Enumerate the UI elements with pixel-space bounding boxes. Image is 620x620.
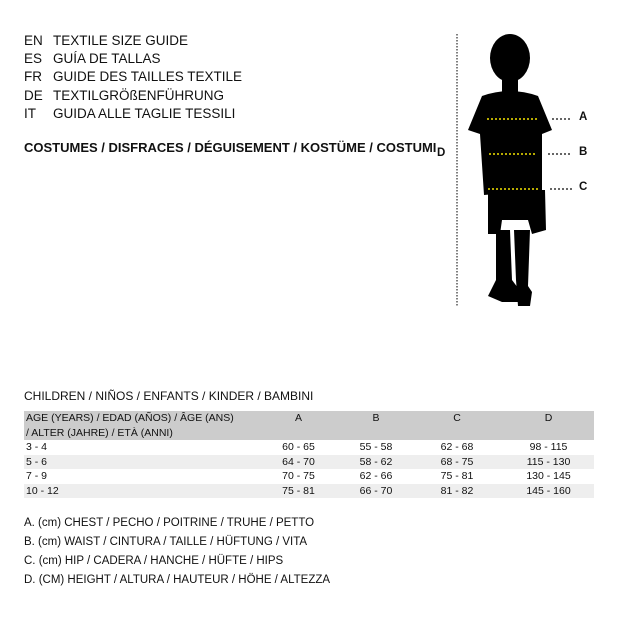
label-a: A (579, 111, 588, 123)
cell: 3 - 4 (26, 441, 48, 453)
cell: 68 - 75 (411, 454, 503, 469)
cell: 145 - 160 (503, 483, 594, 498)
measure-lines (487, 118, 572, 190)
cell: 62 - 66 (359, 470, 393, 482)
title-de: DE TEXTILGRÖßENFÜHRUNG (24, 87, 224, 105)
legend-hip: C. (cm) HIP / CADERA / HANCHE / HÜFTE / … (24, 555, 284, 567)
lang-code: DE (24, 88, 43, 103)
child-silhouette-figure (456, 34, 572, 306)
cell: 5 - 6 (24, 454, 256, 469)
table-header: AGE (YEARS) / EDAD (AÑOS) / ÂGE (ANS) / … (24, 411, 594, 440)
label-c: C (579, 181, 588, 193)
cell: 81 - 82 (411, 483, 503, 498)
lang-code: IT (24, 106, 36, 121)
size-table: AGE (YEARS) / EDAD (AÑOS) / ÂGE (ANS) / … (24, 411, 594, 498)
cell: 62 - 68 (440, 441, 474, 453)
legend-waist: B. (cm) WAIST / CINTURA / TAILLE / HÜFTU… (24, 536, 308, 548)
header-c: C (411, 411, 503, 440)
children-heading: CHILDREN / NIÑOS / ENFANTS / KINDER / BA… (24, 389, 314, 403)
lang-code: EN (24, 33, 43, 48)
lang-code: FR (24, 69, 42, 84)
label-d: D (437, 147, 446, 159)
table-row: 10 - 12 75 - 81 66 - 70 81 - 82 145 - 160 (24, 483, 594, 498)
title-en: EN TEXTILE SIZE GUIDE (24, 32, 188, 50)
title-text: TEXTILE SIZE GUIDE (53, 33, 189, 48)
silhouette (468, 34, 552, 306)
cell: 10 - 12 (24, 483, 256, 498)
cell: 60 - 65 (282, 441, 315, 453)
table-row: 5 - 6 64 - 70 58 - 62 68 - 75 115 - 130 (24, 454, 594, 469)
cell: 7 - 9 (26, 470, 48, 482)
cell: 58 - 62 (341, 454, 411, 469)
cell: 115 - 130 (503, 454, 594, 469)
cell: 75 - 81 (256, 483, 341, 498)
legend-chest: A. (cm) CHEST / PECHO / POITRINE / TRUHE… (24, 517, 315, 529)
title-fr: FR GUIDE DES TAILLES TEXTILE (24, 68, 242, 86)
title-it: IT GUIDA ALLE TAGLIE TESSILI (24, 105, 235, 123)
title-text: TEXTILGRÖßENFÜHRUNG (53, 88, 225, 103)
header-d: D (503, 411, 594, 440)
table-row: 7 - 9 70 - 75 62 - 66 75 - 81 130 - 145 (24, 469, 594, 484)
table-row: 3 - 4 60 - 65 55 - 58 62 - 68 98 - 115 (24, 440, 594, 455)
cell: 64 - 70 (256, 454, 341, 469)
cell: 70 - 75 (282, 470, 315, 482)
costumes-heading: COSTUMES / DISFRACES / DÉGUISEMENT / KOS… (24, 140, 437, 155)
cell: 55 - 58 (359, 441, 393, 453)
lang-code: ES (24, 51, 43, 66)
cell: 66 - 70 (341, 483, 411, 498)
header-a: A (256, 411, 341, 440)
label-b: B (579, 146, 588, 158)
legend-height: D. (CM) HEIGHT / ALTURA / HAUTEUR / HÖHE… (24, 574, 331, 586)
title-text: GUÍA DE TALLAS (53, 51, 161, 66)
cell: 75 - 81 (440, 470, 474, 482)
title-text: GUIDE DES TAILLES TEXTILE (53, 69, 243, 84)
title-text: GUIDA ALLE TAGLIE TESSILI (53, 106, 236, 121)
title-es: ES GUÍA DE TALLAS (24, 50, 161, 68)
header-age: AGE (YEARS) / EDAD (AÑOS) / ÂGE (ANS) / … (24, 411, 256, 440)
header-b: B (341, 411, 411, 440)
cell: 98 - 115 (529, 441, 568, 453)
cell: 130 - 145 (526, 470, 571, 482)
